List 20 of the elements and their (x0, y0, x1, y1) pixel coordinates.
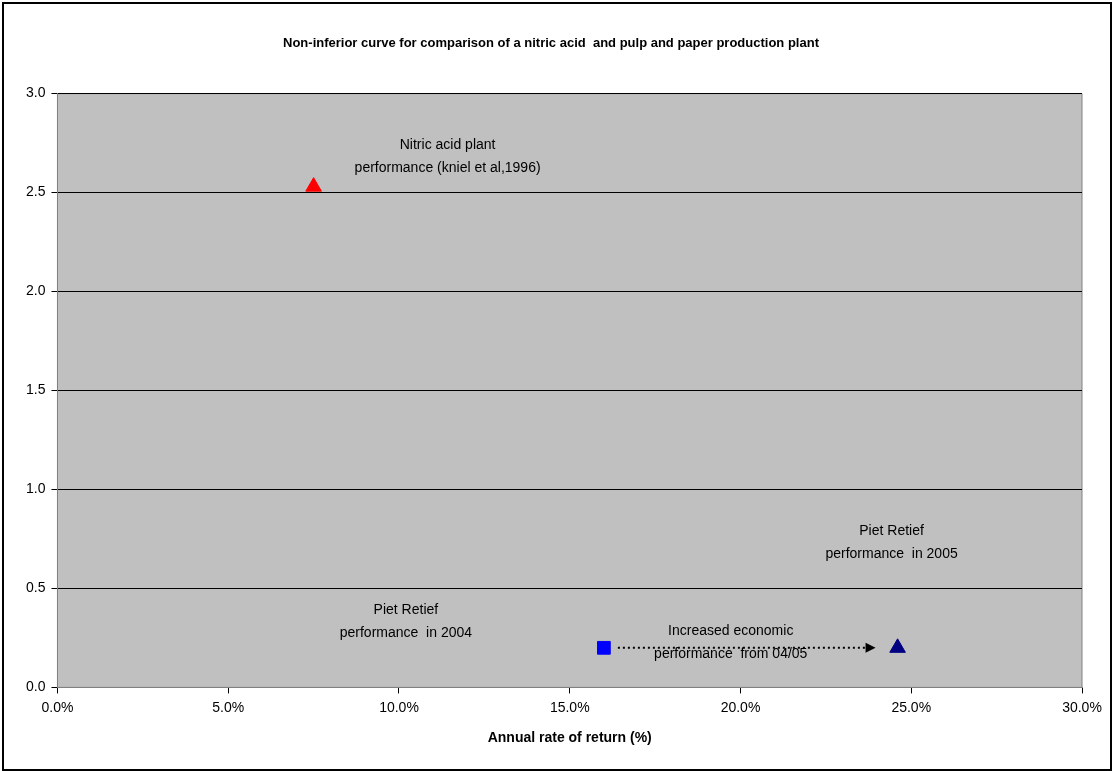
y-tick-label: 1.5 (25, 381, 46, 398)
y-tick-label: 0.5 (25, 579, 46, 596)
annotation: Increased economic performance from 04/05 (654, 621, 808, 661)
y-tick-label: 3.0 (25, 84, 46, 101)
annotation: Piet Retief performance in 2004 (339, 600, 473, 640)
annotation: Nitric acid plant performance (kniel et al,1996) (354, 136, 541, 176)
x-tick-label: 30.0% (1062, 698, 1102, 715)
x-tick-label: 10.0% (379, 698, 419, 715)
y-tick-label: 2.5 (25, 183, 46, 200)
x-tick-label: 0.0% (41, 698, 74, 715)
annotation: Piet Retief performance in 2005 (825, 521, 958, 561)
x-tick-label: 15.0% (549, 698, 590, 715)
y-tick-label: 2.0 (25, 282, 46, 299)
y-tick-label: 1.0 (25, 480, 46, 497)
x-tick-label: 25.0% (891, 698, 932, 715)
chart-title: Non-inferior curve for comparison of a nitric acid and pulp and paper production plant (283, 35, 820, 51)
x-axis-title: Annual rate of return (%) (487, 729, 652, 746)
x-tick-label: 20.0% (720, 698, 761, 715)
y-tick-label: 0.0 (25, 678, 46, 695)
x-tick-label: 5.0% (212, 698, 245, 715)
